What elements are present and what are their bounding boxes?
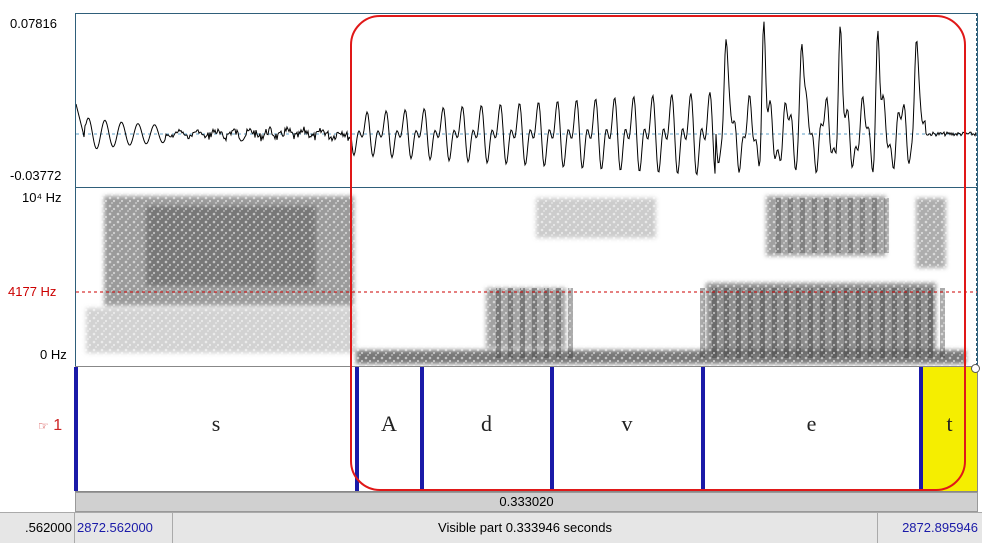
- spectrogram-cursor-hz: 4177 Hz: [8, 284, 57, 299]
- spectrogram-panel[interactable]: [75, 188, 978, 366]
- interval-label-d[interactable]: d: [481, 411, 492, 436]
- spectrogram-y-top: 10⁴ Hz: [22, 190, 62, 205]
- tier-number: 1: [53, 417, 63, 434]
- waveform-y-min: -0.03772: [10, 168, 62, 183]
- spectrogram-svg: [76, 188, 977, 366]
- interval-boundary[interactable]: [550, 367, 554, 491]
- visible-start-time[interactable]: 2872.562000: [75, 513, 173, 543]
- selected-interval-highlight: [922, 367, 977, 491]
- visible-part-label[interactable]: Visible part 0.333946 seconds: [173, 513, 878, 543]
- total-start-time[interactable]: .562000: [0, 513, 75, 543]
- interval-label-t[interactable]: t: [946, 411, 953, 436]
- waveform-trace: [75, 21, 977, 176]
- hand-pointer-icon: ☞: [38, 419, 49, 433]
- left-margin: [0, 0, 75, 543]
- interval-boundary[interactable]: [919, 367, 923, 491]
- interval-label-e[interactable]: e: [806, 411, 817, 436]
- spectrogram-y-bottom: 0 Hz: [40, 347, 67, 362]
- interval-label-s[interactable]: s: [211, 411, 221, 436]
- time-bar: .562000 2872.562000 Visible part 0.33394…: [0, 512, 982, 543]
- interval-label-A[interactable]: A: [381, 411, 397, 436]
- waveform-panel[interactable]: [75, 13, 978, 188]
- interval-boundary[interactable]: [74, 367, 78, 491]
- selection-duration-bar[interactable]: 0.333020: [75, 492, 978, 512]
- interval-tier[interactable]: s A d v e t: [74, 366, 978, 492]
- visible-end-time[interactable]: 2872.895946: [902, 520, 978, 535]
- selection-end-cursor[interactable]: [976, 13, 977, 366]
- waveform-y-max: 0.07816: [10, 16, 57, 31]
- interval-boundary[interactable]: [420, 367, 424, 491]
- tier-selector[interactable]: ☞ 1: [38, 417, 62, 435]
- interval-label-v[interactable]: v: [621, 411, 633, 436]
- interval-boundary[interactable]: [701, 367, 705, 491]
- interval-boundary[interactable]: [355, 367, 359, 491]
- cursor-handle[interactable]: [971, 364, 980, 373]
- waveform-svg: [75, 21, 977, 176]
